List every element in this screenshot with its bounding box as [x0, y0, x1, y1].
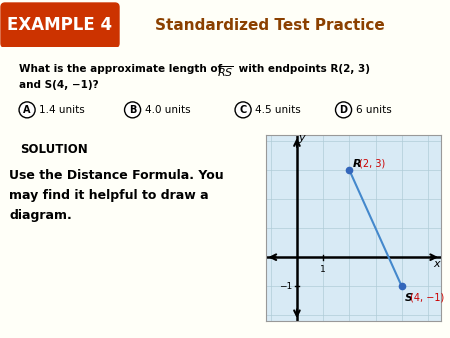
Text: Use the Distance Formula. You
may find it helpful to draw a
diagram.: Use the Distance Formula. You may find i…	[9, 169, 224, 221]
Text: C: C	[239, 105, 247, 115]
Text: D: D	[340, 105, 347, 115]
Circle shape	[125, 102, 140, 118]
Text: x: x	[434, 259, 441, 269]
Circle shape	[235, 102, 251, 118]
Text: with endpoints R(2, 3): with endpoints R(2, 3)	[235, 64, 370, 74]
Text: R: R	[353, 159, 362, 169]
Circle shape	[19, 102, 35, 118]
Text: $\overline{RS}$: $\overline{RS}$	[217, 64, 234, 79]
Text: 4.5 units: 4.5 units	[255, 105, 301, 115]
Text: −1: −1	[279, 282, 292, 291]
Circle shape	[336, 102, 351, 118]
Text: S: S	[405, 293, 413, 303]
FancyBboxPatch shape	[1, 3, 119, 47]
Text: 4.0 units: 4.0 units	[144, 105, 190, 115]
Text: (2, 3): (2, 3)	[359, 159, 386, 169]
Text: What is the approximate length of: What is the approximate length of	[19, 64, 226, 74]
Text: 6 units: 6 units	[356, 105, 392, 115]
Text: SOLUTION: SOLUTION	[20, 143, 88, 156]
Text: 1: 1	[320, 265, 326, 274]
Text: 1.4 units: 1.4 units	[39, 105, 85, 115]
Text: and S(4, −1)?: and S(4, −1)?	[19, 80, 99, 90]
Text: A: A	[23, 105, 31, 115]
Text: (4, −1): (4, −1)	[410, 293, 445, 303]
Text: y: y	[298, 133, 305, 143]
Text: Standardized Test Practice: Standardized Test Practice	[155, 18, 385, 33]
Text: EXAMPLE 4: EXAMPLE 4	[8, 16, 112, 34]
Text: B: B	[129, 105, 136, 115]
